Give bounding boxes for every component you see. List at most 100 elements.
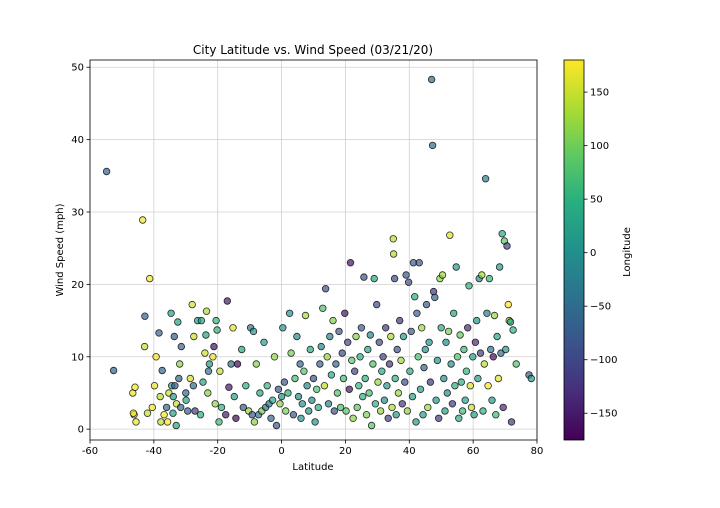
colorbar-tick-label: 50 (590, 195, 603, 206)
colorbar: −150 −100 −50 0 50 100 150 Longitude (563, 59, 633, 441)
x-tick-label: -20 (210, 446, 226, 457)
scatter-point (249, 327, 258, 336)
scatter-point (370, 274, 378, 283)
scatter-point (414, 353, 422, 361)
scatter-point (492, 411, 500, 419)
scatter-point (329, 316, 337, 325)
x-tick-label: 20 (339, 446, 352, 457)
scatter-point (140, 342, 149, 351)
scatter-point (321, 285, 330, 293)
scatter-point (364, 345, 372, 354)
scatter-point (355, 382, 363, 390)
scatter-point (479, 407, 487, 415)
scatter-point (268, 396, 277, 404)
scatter-point (152, 353, 160, 361)
scatter-point (428, 141, 437, 150)
scatter-point (296, 360, 304, 368)
scatter-point (189, 382, 198, 390)
scatter-point (145, 274, 154, 283)
scatter-point (344, 338, 352, 346)
scatter-point (504, 300, 512, 309)
scatter-point (188, 300, 196, 309)
scatter-point (317, 342, 325, 351)
scatter-point (229, 324, 237, 332)
scatter-point (447, 360, 455, 368)
scatter-point (527, 374, 535, 383)
scatter-point (437, 324, 445, 332)
scatter-point (385, 360, 394, 368)
scatter-point (289, 411, 298, 419)
scatter-point (411, 293, 419, 301)
scatter-point (365, 389, 373, 397)
scatter-point (375, 338, 383, 346)
scatter-point (497, 349, 505, 357)
scatter-point (446, 231, 454, 239)
scatter-point (481, 174, 490, 183)
scatter-point (212, 316, 220, 325)
scatter-point (209, 353, 217, 361)
scatter-point (397, 356, 405, 365)
scatter-point (156, 392, 164, 401)
scatter-point (470, 411, 478, 419)
scatter-point (215, 418, 223, 426)
x-tick-label: 0 (278, 446, 284, 457)
scatter-point (239, 403, 247, 412)
scatter-point (471, 338, 480, 346)
scatter-point (232, 414, 240, 422)
scatter-point (274, 385, 283, 393)
scatter-point (467, 403, 476, 412)
scatter-point (441, 407, 449, 415)
scatter-point (182, 396, 190, 404)
scatter-point (324, 400, 333, 408)
scatter-point (402, 271, 410, 279)
scatter-point (506, 318, 515, 326)
scatter-point (190, 332, 198, 341)
scatter-point (357, 324, 366, 332)
scatter-point (403, 407, 412, 415)
scatter-point (412, 418, 420, 426)
scatter-point (170, 332, 178, 341)
scatter-point (191, 407, 199, 415)
y-axis-ticks: 0 10 20 30 40 50 (71, 63, 90, 436)
y-tick-label: 0 (78, 425, 84, 436)
scatter-point (432, 396, 440, 404)
scatter-point (474, 374, 482, 383)
scatter-point (284, 389, 292, 397)
scatter-point (359, 392, 367, 401)
scatter-point (453, 353, 462, 361)
scatter-point (211, 400, 219, 408)
scatter-point (272, 421, 281, 430)
scatter-point (458, 407, 467, 415)
scatter-point (366, 331, 374, 339)
scatter-point (237, 345, 246, 354)
scatter-point (293, 332, 301, 341)
scatter-point (457, 378, 465, 386)
x-axis-ticks: -60 -40 -20 0 20 40 60 80 (82, 440, 543, 457)
y-tick-label: 20 (71, 280, 84, 291)
scatter-point (442, 338, 450, 346)
scatter-point (383, 382, 391, 390)
scatter-point (216, 367, 224, 375)
scatter-point (494, 374, 503, 383)
scatter-point (169, 409, 177, 417)
y-tick-label: 40 (71, 135, 84, 146)
scatter-point (223, 297, 231, 305)
scatter-point (109, 366, 118, 375)
scatter-point (197, 316, 206, 325)
scatter-point (426, 378, 435, 386)
scatter-point (342, 407, 350, 415)
scatter-point (394, 389, 403, 397)
colorbar-tick-label: 150 (590, 88, 609, 99)
scatter-point (248, 411, 256, 419)
scatter-point (204, 389, 212, 397)
scatter-point (287, 349, 295, 357)
scatter-point (210, 342, 218, 351)
scatter-point (221, 411, 230, 419)
scatter-point (427, 75, 436, 84)
scatter-point (466, 382, 474, 390)
scatter-point (260, 338, 268, 346)
scatter-point (388, 403, 396, 412)
scatter-point (285, 309, 294, 317)
scatter-point (435, 414, 443, 422)
